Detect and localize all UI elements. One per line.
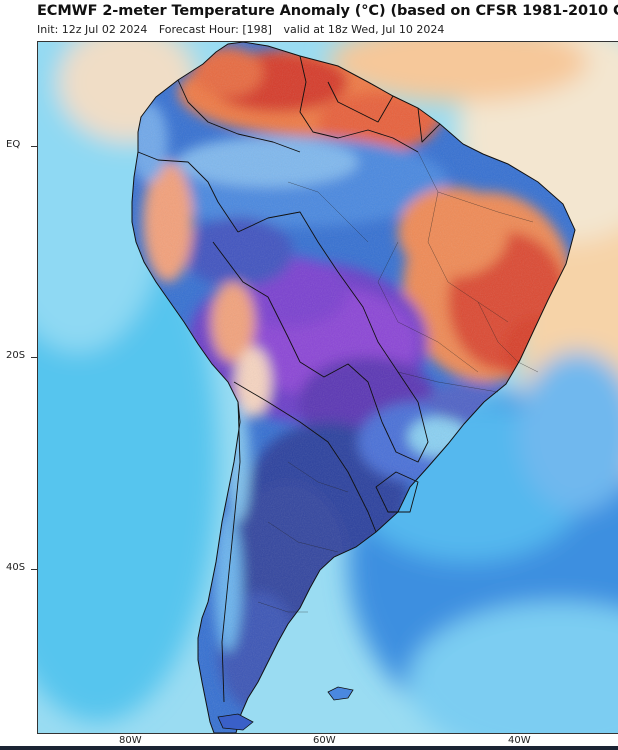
border-colombia-venezuela <box>177 79 301 153</box>
lat-label-20s: 20S <box>6 350 26 361</box>
border-ecuador-peru <box>137 151 239 233</box>
anomaly-map <box>38 42 618 733</box>
forecast-hour: Forecast Hour: [198] <box>158 23 272 36</box>
lat-tick-20s <box>31 357 37 358</box>
chart-title: ECMWF 2-meter Temperature Anomaly (°C) (… <box>37 3 618 19</box>
border-argentina-north <box>233 381 377 533</box>
falkland-islands <box>327 686 354 701</box>
lat-tick-eq <box>31 146 37 147</box>
border-bolivia-paraguay <box>299 361 383 423</box>
border-bolivia-brazil <box>337 271 419 403</box>
valid-time: valid at 18z Wed, Jul 10 2024 <box>283 23 445 36</box>
chart-subtitle: Init: 12z Jul 02 2024 Forecast Hour: [19… <box>37 23 452 36</box>
lon-label-80w: 80W <box>119 735 142 746</box>
border-peru-brazil <box>237 211 339 273</box>
border-guianas <box>417 107 441 143</box>
lat-label-eq: EQ <box>6 139 21 150</box>
lat-label-40s: 40S <box>6 562 26 573</box>
lat-tick-40s <box>31 569 37 570</box>
border-peru-bolivia <box>212 241 301 363</box>
init-time: Init: 12z Jul 02 2024 <box>37 23 148 36</box>
state-borders <box>257 151 539 613</box>
tierra-del-fuego <box>217 713 254 731</box>
bottom-frame-bar <box>0 746 618 750</box>
lon-label-40w: 40W <box>508 735 531 746</box>
map-area <box>37 41 618 734</box>
border-venezuela-brazil <box>299 55 419 153</box>
border-uruguay <box>375 471 419 513</box>
border-paraguay <box>381 401 429 463</box>
lon-label-60w: 60W <box>313 735 336 746</box>
country-borders <box>137 55 441 703</box>
border-chile-argentina <box>221 401 241 703</box>
border-inner-venezuela <box>327 81 394 123</box>
